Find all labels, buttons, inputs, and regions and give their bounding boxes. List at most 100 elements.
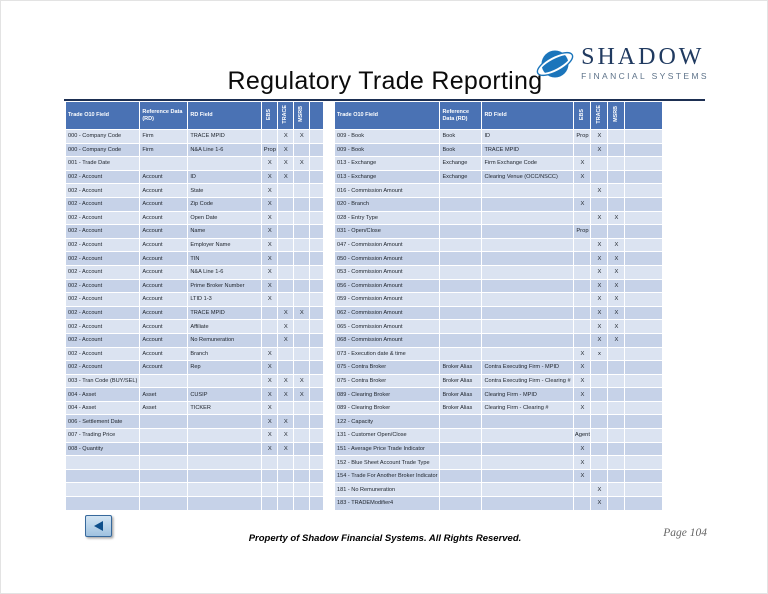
- blank-cell: [624, 387, 664, 402]
- text-cell: 053 - Commission Amount: [333, 264, 441, 280]
- text-cell: No Remuneration: [187, 332, 263, 348]
- back-button[interactable]: [85, 515, 112, 537]
- mark-cell: [607, 387, 626, 402]
- mark-cell: X: [293, 129, 311, 144]
- blank-cell: [624, 400, 664, 416]
- table-row: 008 - Quantity X X: [64, 441, 325, 457]
- blank-cell: [624, 169, 664, 185]
- text-cell: 002 - Account: [64, 292, 141, 307]
- text-cell: 001 - Trade Date: [64, 156, 141, 171]
- blank-cell: [624, 414, 664, 430]
- mark-cell: [590, 169, 609, 185]
- text-cell: Firm: [139, 129, 189, 144]
- table-row: 016 - Commission Amount X: [333, 183, 664, 198]
- mark-cell: X: [277, 428, 295, 443]
- mark-cell: [573, 264, 592, 280]
- blank-cell: [309, 482, 325, 498]
- text-cell: Account: [139, 319, 189, 334]
- text-cell: [439, 264, 483, 280]
- text-cell: [481, 305, 575, 321]
- text-cell: Firm Exchange Code: [481, 156, 575, 171]
- mark-cell: X: [277, 142, 295, 158]
- rotated-header-label: EBS: [578, 108, 585, 120]
- text-cell: State: [187, 183, 263, 198]
- text-cell: 002 - Account: [64, 264, 141, 280]
- mark-cell: [590, 360, 609, 375]
- mark-cell: X: [590, 251, 609, 266]
- blank-cell: [309, 251, 325, 266]
- mark-cell: X: [261, 210, 279, 226]
- mark-cell: X: [261, 278, 279, 294]
- mark-cell: [293, 142, 311, 158]
- mark-cell: [277, 292, 295, 307]
- table-row: 013 - Exchange Exchange Clearing Venue (OC…: [333, 169, 664, 185]
- text-cell: [481, 346, 575, 362]
- blank-cell: [309, 292, 325, 307]
- rotated-header-label: TRACE: [282, 104, 289, 124]
- mark-cell: [573, 332, 592, 348]
- blank-cell: [624, 441, 664, 457]
- mark-cell: X: [261, 224, 279, 239]
- rotated-header-label: MSRB: [298, 106, 305, 123]
- mark-cell: [573, 305, 592, 321]
- mark-cell: X: [261, 169, 279, 185]
- text-cell: [439, 482, 483, 498]
- text-cell: [439, 414, 483, 430]
- text-cell: 002 - Account: [64, 210, 141, 226]
- logo-wordmark: SHADOW: [581, 44, 705, 70]
- table-row: 062 - Commission Amount X X: [333, 305, 664, 321]
- mark-cell: X: [261, 196, 279, 212]
- blank-cell: [64, 468, 141, 484]
- mark-cell: [573, 142, 592, 158]
- mark-cell: X: [573, 360, 592, 375]
- mark-cell: [607, 360, 626, 375]
- text-cell: 016 - Commission Amount: [333, 183, 441, 198]
- table-row: 001 - Trade Date X X X: [64, 156, 325, 171]
- mark-cell: X: [590, 292, 609, 307]
- mark-cell: X: [293, 305, 311, 321]
- table-row: 002 - Account Account TIN X: [64, 251, 325, 266]
- blank-cell: [139, 455, 189, 470]
- text-cell: Account: [139, 292, 189, 307]
- mark-cell: [607, 468, 626, 484]
- mark-cell: [607, 129, 626, 144]
- table-row: 004 - Asset Asset TICKER X: [64, 400, 325, 416]
- mark-cell: [293, 210, 311, 226]
- mark-cell: [573, 496, 592, 511]
- text-cell: 002 - Account: [64, 251, 141, 266]
- mark-cell: [293, 346, 311, 362]
- text-cell: Account: [139, 346, 189, 362]
- mark-cell: X: [261, 441, 279, 457]
- mark-cell: [261, 305, 279, 321]
- mark-cell: [573, 251, 592, 266]
- header-row: Trade O10 Field Reference Data (RD) RD Fie…: [64, 101, 325, 130]
- mark-cell: X: [261, 428, 279, 443]
- mark-cell: X: [293, 387, 311, 402]
- column-header: Trade O10 Field: [333, 101, 441, 130]
- blank-cell: [309, 319, 325, 334]
- blank-cell: [309, 183, 325, 198]
- mark-cell: [293, 196, 311, 212]
- text-cell: [139, 441, 189, 457]
- mark-cell: [590, 387, 609, 402]
- text-cell: Broker Alias: [439, 387, 483, 402]
- column-header-rotated: TRACE: [590, 101, 609, 130]
- mark-cell: X: [573, 455, 592, 470]
- text-cell: 004 - Asset: [64, 387, 141, 402]
- mark-cell: [277, 400, 295, 416]
- mark-cell: [293, 292, 311, 307]
- text-cell: [481, 496, 575, 511]
- blank-cell: [624, 360, 664, 375]
- left-triangle-icon: [94, 521, 103, 531]
- mark-cell: [293, 278, 311, 294]
- text-cell: [439, 468, 483, 484]
- text-cell: Account: [139, 169, 189, 185]
- page-title: Regulatory Trade Reporting: [227, 67, 543, 95]
- column-header-rotated: MSRB: [607, 101, 626, 130]
- blank-cell: [624, 183, 664, 198]
- text-cell: 154 - Trade For Another Broker Indicator: [333, 468, 441, 484]
- text-cell: [481, 482, 575, 498]
- text-cell: [481, 292, 575, 307]
